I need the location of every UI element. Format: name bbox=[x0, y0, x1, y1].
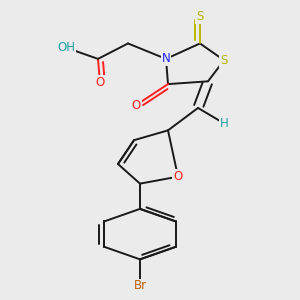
Text: N: N bbox=[162, 52, 170, 65]
Text: O: O bbox=[95, 76, 105, 89]
Text: S: S bbox=[220, 54, 228, 67]
Text: OH: OH bbox=[57, 41, 75, 54]
Text: H: H bbox=[220, 117, 228, 130]
Text: O: O bbox=[131, 99, 141, 112]
Text: S: S bbox=[196, 10, 204, 23]
Text: Br: Br bbox=[134, 280, 147, 292]
Text: O: O bbox=[173, 170, 183, 183]
